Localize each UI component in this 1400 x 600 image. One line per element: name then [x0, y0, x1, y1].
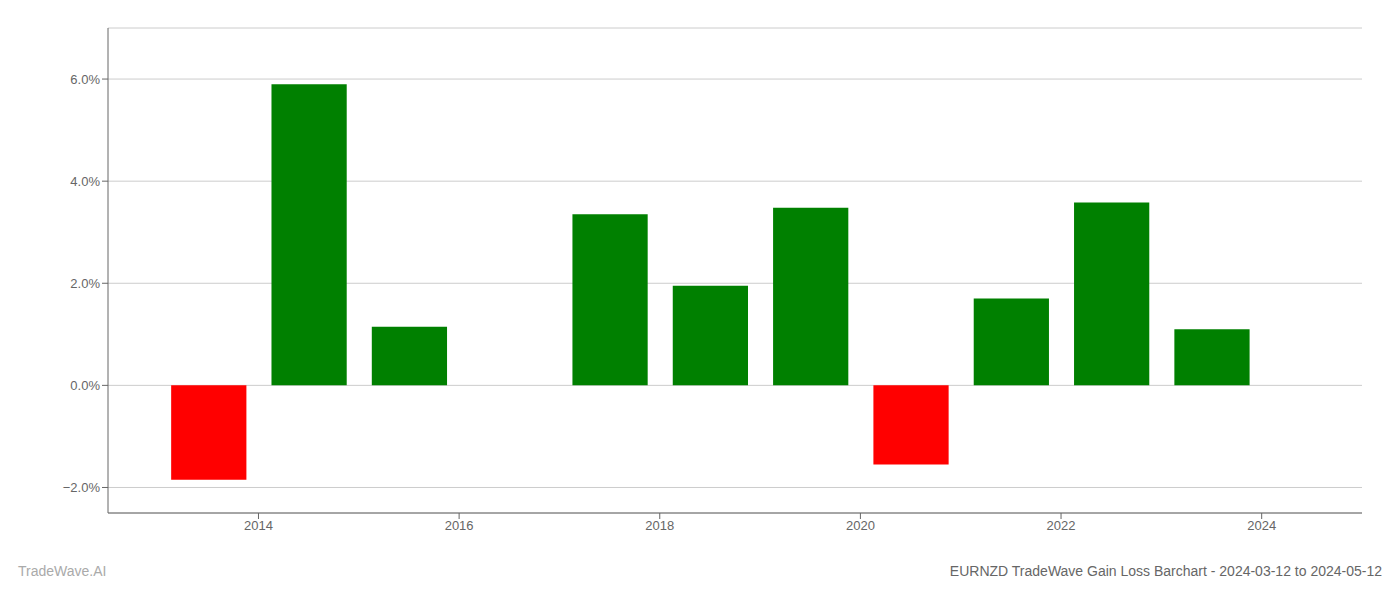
svg-text:0.0%: 0.0%: [70, 378, 100, 393]
svg-text:4.0%: 4.0%: [70, 174, 100, 189]
svg-text:2.0%: 2.0%: [70, 276, 100, 291]
html-text:TradeWave.AI: TradeWave.AI: [18, 563, 107, 579]
svg-text:2018: 2018: [645, 518, 674, 533]
svg-text:2020: 2020: [846, 518, 875, 533]
svg-text:−2.0%: −2.0%: [63, 480, 101, 495]
svg-text:2016: 2016: [445, 518, 474, 533]
svg-text:6.0%: 6.0%: [70, 72, 100, 87]
html-text:EURNZD TradeWave Gain Loss Bar: EURNZD TradeWave Gain Loss Barchart - 20…: [949, 563, 1382, 579]
svg-text:2022: 2022: [1047, 518, 1076, 533]
svg-text:2014: 2014: [244, 518, 273, 533]
svg-text:2024: 2024: [1247, 518, 1276, 533]
